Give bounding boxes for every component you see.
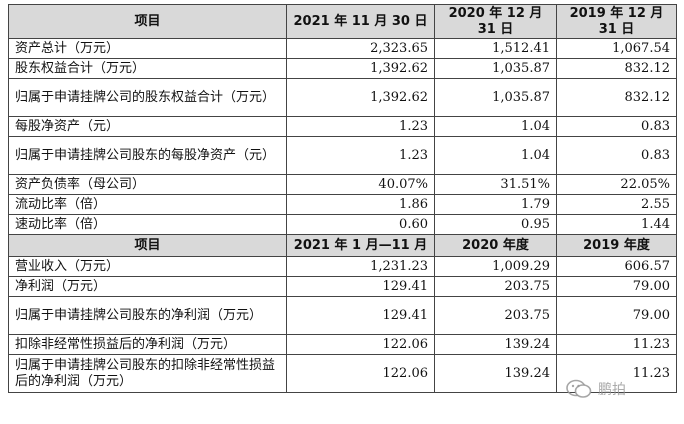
wechat-icon: [566, 379, 592, 399]
cell-value: 0.83: [556, 116, 677, 137]
cell-value: 1,392.62: [286, 78, 435, 117]
cell-value: 122.06: [286, 354, 435, 393]
cell-value: 1.04: [434, 116, 557, 137]
table-row: 资产总计（万元） 2,323.65 1,512.41 1,067.54: [8, 38, 677, 59]
row-label: 速动比率（倍）: [8, 214, 287, 235]
table-row: 归属于申请挂牌公司股东的净利润（万元） 129.41 203.75 79.00: [8, 296, 677, 335]
cell-value: 22.05%: [556, 174, 677, 195]
cell-value: 1.23: [286, 116, 435, 137]
row-label: 归属于申请挂牌公司股东的扣除非经常性损益后的净利润（万元）: [8, 354, 287, 393]
header-period-2021: 2021 年 1 月—11 月: [286, 234, 435, 257]
cell-value: 40.07%: [286, 174, 435, 195]
cell-value: 129.41: [286, 296, 435, 335]
header-item: 项目: [8, 234, 287, 257]
balance-header-row: 项目 2021 年 11 月 30 日 2020 年 12 月 31 日 201…: [8, 4, 677, 39]
row-label: 资产负债率（母公司）: [8, 174, 287, 195]
table-row: 归属于申请挂牌公司股东的每股净资产（元） 1.23 1.04 0.83: [8, 136, 677, 175]
cell-value: 1.86: [286, 194, 435, 215]
table-row: 流动比率（倍） 1.86 1.79 2.55: [8, 194, 677, 215]
cell-value: 832.12: [556, 78, 677, 117]
cell-value: 129.41: [286, 276, 435, 297]
header-date-2021: 2021 年 11 月 30 日: [286, 4, 435, 39]
cell-value: 1,035.87: [434, 58, 557, 79]
cell-value: 1.79: [434, 194, 557, 215]
financial-table-container: 项目 2021 年 11 月 30 日 2020 年 12 月 31 日 201…: [8, 4, 677, 393]
cell-value: 1,009.29: [434, 256, 557, 277]
cell-value: 79.00: [556, 276, 677, 297]
table-row: 每股净资产（元） 1.23 1.04 0.83: [8, 116, 677, 137]
cell-value: 203.75: [434, 296, 557, 335]
header-period-2020: 2020 年度: [434, 234, 557, 257]
cell-value: 1,512.41: [434, 38, 557, 59]
cell-value: 122.06: [286, 334, 435, 355]
cell-value: 2.55: [556, 194, 677, 215]
table-row: 营业收入（万元） 1,231.23 1,009.29 606.57: [8, 256, 677, 277]
cell-value: 1.44: [556, 214, 677, 235]
cell-value: 1.04: [434, 136, 557, 175]
row-label: 归属于申请挂牌公司股东的每股净资产（元）: [8, 136, 287, 175]
cell-value: 11.23: [556, 334, 677, 355]
cell-value: 1.23: [286, 136, 435, 175]
income-header-row: 项目 2021 年 1 月—11 月 2020 年度 2019 年度: [8, 234, 677, 257]
table-row: 股东权益合计（万元） 1,392.62 1,035.87 832.12: [8, 58, 677, 79]
row-label: 每股净资产（元）: [8, 116, 287, 137]
cell-value: 1,392.62: [286, 58, 435, 79]
table-row: 净利润（万元） 129.41 203.75 79.00: [8, 276, 677, 297]
cell-value: 606.57: [556, 256, 677, 277]
cell-value: 1,231.23: [286, 256, 435, 277]
table-row: 归属于申请挂牌公司股东的扣除非经常性损益后的净利润（万元） 122.06 139…: [8, 354, 677, 393]
cell-value: 11.23: [556, 354, 677, 393]
table-row: 资产负债率（母公司） 40.07% 31.51% 22.05%: [8, 174, 677, 195]
table-row: 归属于申请挂牌公司的股东权益合计（万元） 1,392.62 1,035.87 8…: [8, 78, 677, 117]
cell-value: 1,067.54: [556, 38, 677, 59]
table-row: 速动比率（倍） 0.60 0.95 1.44: [8, 214, 677, 235]
header-period-2019: 2019 年度: [556, 234, 677, 257]
row-label: 股东权益合计（万元）: [8, 58, 287, 79]
watermark-text: 鹏拍: [598, 382, 626, 398]
row-label: 扣除非经常性损益后的净利润（万元）: [8, 334, 287, 355]
row-label: 资产总计（万元）: [8, 38, 287, 59]
header-date-2019: 2019 年 12 月 31 日: [556, 4, 677, 39]
row-label: 归属于申请挂牌公司股东的净利润（万元）: [8, 296, 287, 335]
row-label: 营业收入（万元）: [8, 256, 287, 277]
financial-summary-table: 项目 2021 年 11 月 30 日 2020 年 12 月 31 日 201…: [8, 4, 677, 393]
cell-value: 139.24: [434, 334, 557, 355]
cell-value: 79.00: [556, 296, 677, 335]
cell-value: 0.95: [434, 214, 557, 235]
cell-value: 2,323.65: [286, 38, 435, 59]
row-label: 归属于申请挂牌公司的股东权益合计（万元）: [8, 78, 287, 117]
table-row: 扣除非经常性损益后的净利润（万元） 122.06 139.24 11.23: [8, 334, 677, 355]
cell-value: 1,035.87: [434, 78, 557, 117]
cell-value: 31.51%: [434, 174, 557, 195]
watermark: 鹏拍: [566, 374, 666, 404]
cell-value: 0.60: [286, 214, 435, 235]
cell-value: 0.83: [556, 136, 677, 175]
cell-value: 203.75: [434, 276, 557, 297]
cell-value: 139.24: [434, 354, 557, 393]
row-label: 净利润（万元）: [8, 276, 287, 297]
cell-value: 832.12: [556, 58, 677, 79]
header-date-2020: 2020 年 12 月 31 日: [434, 4, 557, 39]
header-item: 项目: [8, 4, 287, 39]
row-label: 流动比率（倍）: [8, 194, 287, 215]
